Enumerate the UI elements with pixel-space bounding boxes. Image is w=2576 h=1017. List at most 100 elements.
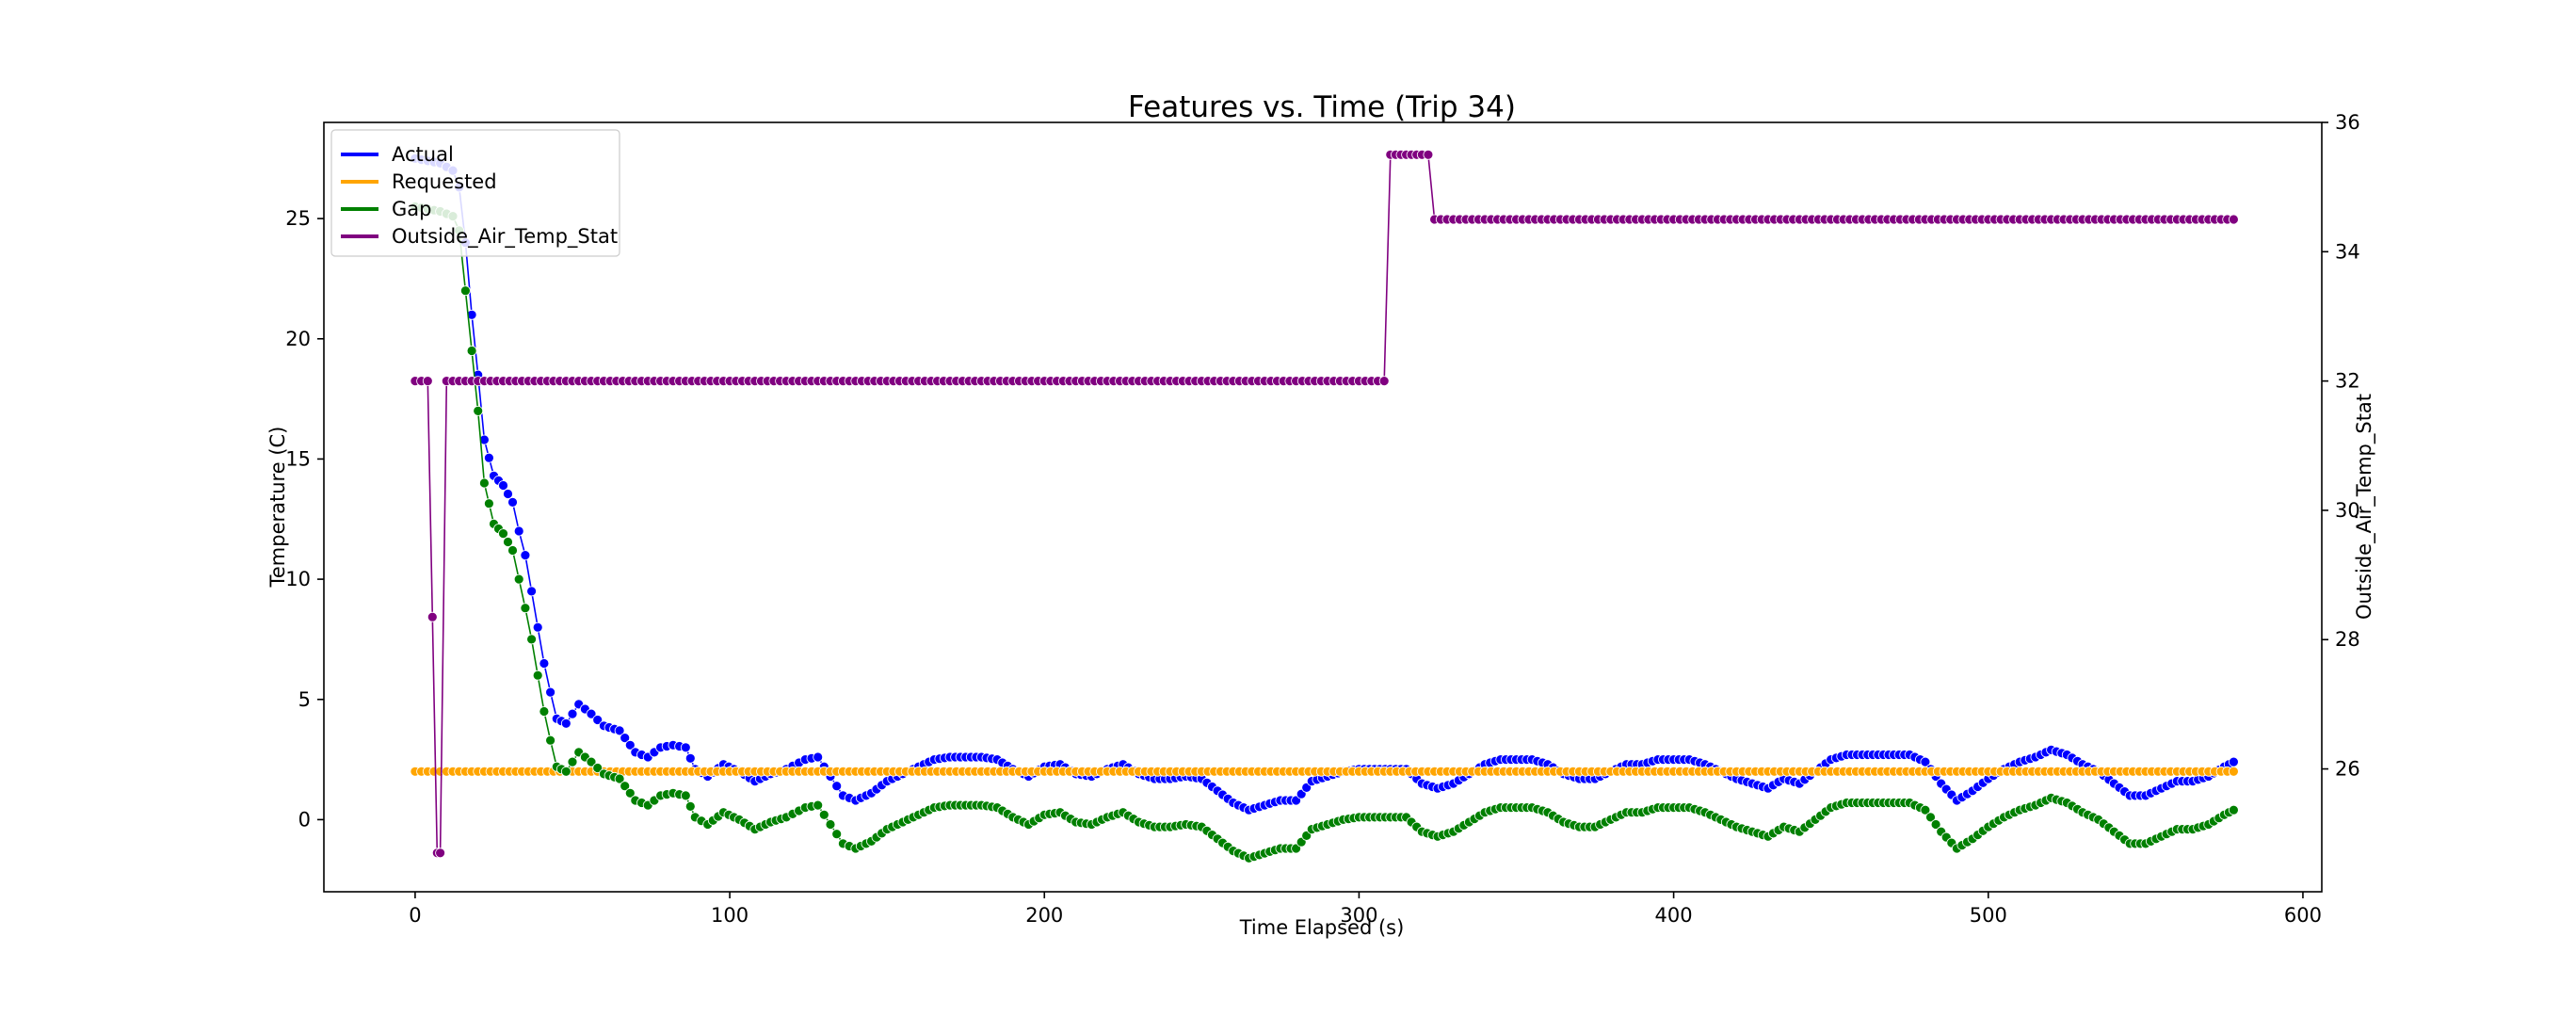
- y-tick-label: 15: [285, 447, 311, 470]
- data-point-actual: [684, 752, 696, 764]
- data-point-outside-air-temp-stat: [427, 611, 438, 622]
- x-tick-label: 300: [1340, 904, 1377, 927]
- x-axis: 0 100 200 300 400 500 600: [409, 892, 2322, 927]
- data-point-actual: [498, 480, 508, 491]
- data-point-actual: [545, 686, 555, 698]
- legend-label: Actual: [392, 143, 454, 166]
- series-requested: [410, 766, 2239, 777]
- data-point-actual: [503, 489, 513, 499]
- data-point-gap: [526, 634, 537, 645]
- x-tick-label: 0: [409, 904, 421, 927]
- series-line-actual: [414, 157, 2234, 812]
- y2-axis-label: Outside_Air_Temp_Stat: [2353, 394, 2376, 620]
- data-point-actual: [831, 781, 843, 792]
- series-actual: [410, 153, 2239, 815]
- data-point-actual: [560, 718, 572, 729]
- legend-label: Outside_Air_Temp_Stat: [392, 225, 618, 249]
- data-point-gap: [498, 528, 508, 539]
- data-point-actual: [520, 550, 531, 560]
- data-point-actual: [2228, 756, 2239, 767]
- data-point-actual: [567, 708, 578, 719]
- data-point-actual: [624, 739, 636, 751]
- legend-box: [330, 129, 620, 257]
- data-point-gap: [1930, 819, 1941, 830]
- y-tick-label: 0: [298, 808, 311, 831]
- data-point-gap: [2228, 804, 2239, 815]
- data-point-gap: [479, 477, 490, 489]
- y-tick-label: 5: [298, 688, 311, 711]
- y2-tick-label: 36: [2335, 111, 2360, 134]
- y-axis-right: 26 28 30 32 34 36: [2322, 111, 2360, 781]
- data-point-actual: [466, 309, 477, 320]
- x-axis-label: Time Elapsed (s): [1239, 916, 1405, 939]
- data-point-gap: [459, 285, 471, 297]
- series-gap: [410, 201, 2239, 864]
- data-point-gap: [592, 763, 604, 773]
- x-tick-label: 600: [2284, 904, 2322, 927]
- data-point-gap: [539, 706, 550, 717]
- data-point-gap: [507, 545, 518, 556]
- data-point-gap: [473, 405, 484, 416]
- data-point-gap: [831, 829, 843, 840]
- y-axis-label: Temperature (C): [266, 427, 289, 589]
- data-point-actual: [513, 525, 524, 537]
- data-point-gap: [466, 346, 477, 356]
- data-point-actual: [484, 452, 494, 463]
- data-point-gap: [567, 756, 578, 767]
- y-axis-left: 0 5 10 15 20 25: [285, 207, 324, 831]
- data-point-gap: [1925, 812, 1936, 823]
- data-point-outside-air-temp-stat: [435, 848, 446, 859]
- data-point-gap: [818, 809, 829, 820]
- data-point-outside-air-temp-stat: [2228, 214, 2239, 225]
- data-point-gap: [813, 799, 824, 811]
- y-tick-label: 20: [285, 328, 311, 350]
- data-point-gap: [614, 773, 625, 784]
- data-point-gap: [532, 670, 543, 681]
- plot-frame: [323, 121, 2323, 893]
- legend: Actual Requested Gap Outside_Air_Temp_Stat: [330, 129, 620, 257]
- data-point-actual: [586, 708, 597, 719]
- data-point-actual: [813, 751, 824, 763]
- data-point-actual: [507, 497, 518, 508]
- series-outside-air-temp-stat: [410, 149, 2239, 859]
- y2-tick-label: 28: [2335, 628, 2360, 651]
- data-point-gap: [503, 537, 513, 547]
- data-point-gap: [513, 573, 524, 585]
- data-point-gap: [620, 781, 631, 792]
- data-point-actual: [620, 733, 631, 743]
- data-point-gap: [825, 819, 836, 830]
- data-point-gap: [560, 766, 572, 777]
- data-point-gap: [545, 734, 555, 746]
- data-point-actual: [539, 658, 550, 669]
- data-point-gap: [484, 498, 494, 509]
- x-tick-label: 100: [711, 904, 749, 927]
- data-point-gap: [1920, 804, 1931, 815]
- x-tick-label: 500: [1970, 904, 2007, 927]
- y2-tick-label: 32: [2335, 370, 2360, 393]
- data-point-gap: [684, 801, 696, 812]
- data-point-requested: [2228, 766, 2239, 777]
- data-point-gap: [624, 787, 636, 799]
- data-point-actual: [479, 434, 490, 445]
- y2-tick-label: 30: [2335, 499, 2360, 522]
- chart-title: Features vs. Time (Trip 34): [1128, 90, 1516, 124]
- data-point-actual: [532, 622, 543, 633]
- data-point-actual: [614, 725, 625, 736]
- data-point-outside-air-temp-stat: [1378, 376, 1390, 387]
- data-point-gap: [520, 603, 531, 614]
- data-point-actual: [680, 742, 691, 753]
- x-tick-label: 400: [1655, 904, 1693, 927]
- y2-tick-label: 34: [2335, 240, 2360, 263]
- y2-tick-label: 26: [2335, 758, 2360, 781]
- data-point-outside-air-temp-stat: [1423, 149, 1434, 160]
- legend-label: Gap: [392, 198, 431, 220]
- data-point-outside-air-temp-stat: [422, 376, 433, 387]
- data-point-actual: [592, 715, 604, 725]
- series-layer: [410, 149, 2239, 864]
- data-point-actual: [526, 586, 537, 597]
- data-point-gap: [586, 756, 597, 767]
- data-point-gap: [680, 790, 691, 801]
- legend-label: Requested: [392, 170, 497, 193]
- x-tick-label: 200: [1025, 904, 1063, 927]
